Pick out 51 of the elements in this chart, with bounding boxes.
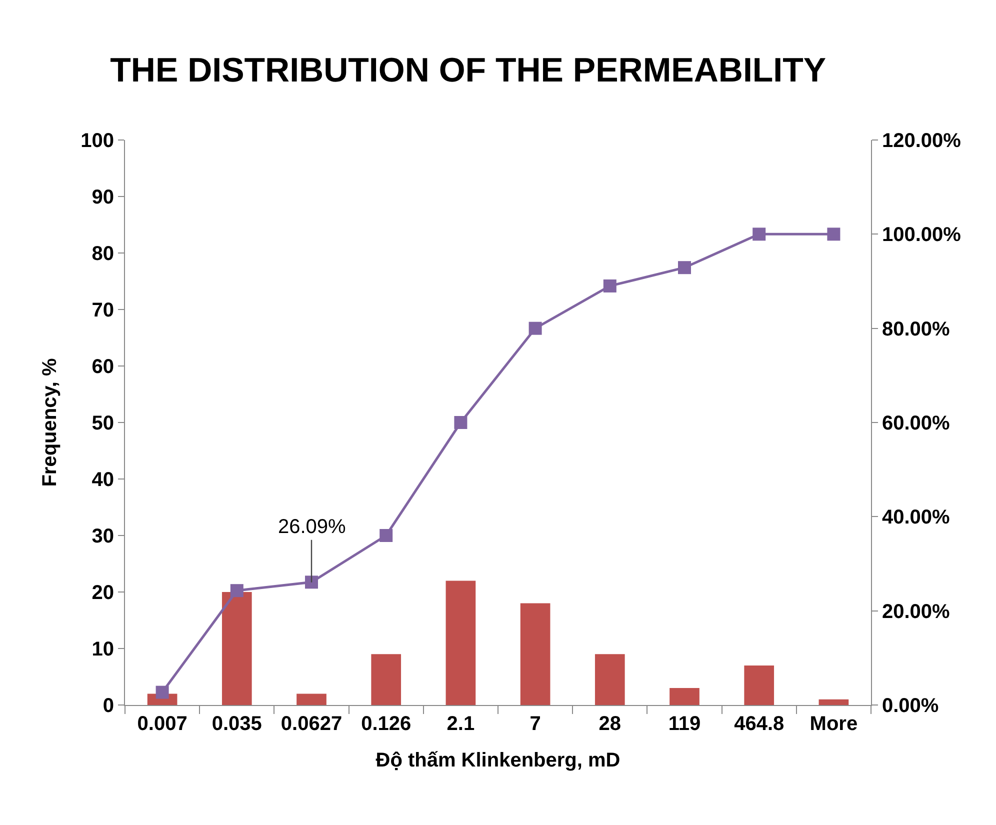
bar — [670, 688, 700, 705]
y2-tick-label: 40.00% — [882, 506, 950, 529]
point — [156, 686, 169, 699]
y-axis-title: Frequency, % — [39, 358, 62, 487]
point — [827, 228, 840, 241]
x-tick-label: 7 — [530, 713, 541, 735]
point — [380, 529, 393, 542]
point — [528, 322, 542, 335]
point — [603, 279, 616, 292]
point — [752, 228, 766, 241]
point — [454, 416, 468, 429]
x-tick-label: 28 — [598, 713, 622, 735]
bar — [446, 580, 476, 705]
y-tick-label: 100 — [80, 130, 114, 152]
x-tick-label: 0.126 — [361, 713, 412, 735]
bar — [371, 654, 402, 705]
y-tick-label: 40 — [92, 469, 114, 491]
point — [230, 584, 244, 598]
y-tick-label: 0 — [102, 695, 114, 717]
y2-tick-label: 100.00% — [882, 224, 962, 246]
bar — [520, 603, 550, 705]
bar — [222, 592, 252, 705]
x-tick-label: 2.1 — [446, 713, 475, 735]
x-tick-label: More — [810, 713, 858, 735]
bar — [818, 699, 849, 705]
y-tick-label: 90 — [92, 186, 114, 208]
x-tick-label: 464.8 — [734, 713, 784, 735]
y2-tick-label: 120.00% — [882, 130, 962, 152]
bar — [594, 654, 625, 705]
annotation: 26.09% — [278, 516, 346, 538]
y2-tick-label: 0.00% — [882, 695, 939, 717]
bar — [744, 665, 774, 705]
point — [678, 261, 691, 274]
y-tick-label: 70 — [92, 300, 114, 322]
y2-tick-label: 80.00% — [882, 318, 950, 340]
point — [305, 576, 318, 589]
x-tick-label: 0.007 — [137, 713, 188, 735]
x-axis-title: Độ thấm Klinkenberg, mD — [376, 750, 620, 772]
y2-tick-label: 20.00% — [882, 600, 950, 623]
y-tick-label: 30 — [92, 526, 114, 548]
bar — [296, 694, 326, 705]
chart-title: THE DISTRIBUTION OF THE PERMEABILITY — [110, 52, 826, 90]
y-tick-label: 60 — [92, 356, 114, 378]
x-tick-label: 0.035 — [212, 713, 262, 735]
y-tick-label: 20 — [92, 582, 114, 604]
y-tick-label: 80 — [92, 243, 114, 265]
y2-tick-label: 60.00% — [882, 412, 950, 434]
x-tick-label: 0.0627 — [280, 713, 342, 735]
x-tick-label: 119 — [668, 713, 701, 735]
y-tick-label: 50 — [92, 412, 114, 434]
y-tick-label: 10 — [92, 638, 114, 660]
